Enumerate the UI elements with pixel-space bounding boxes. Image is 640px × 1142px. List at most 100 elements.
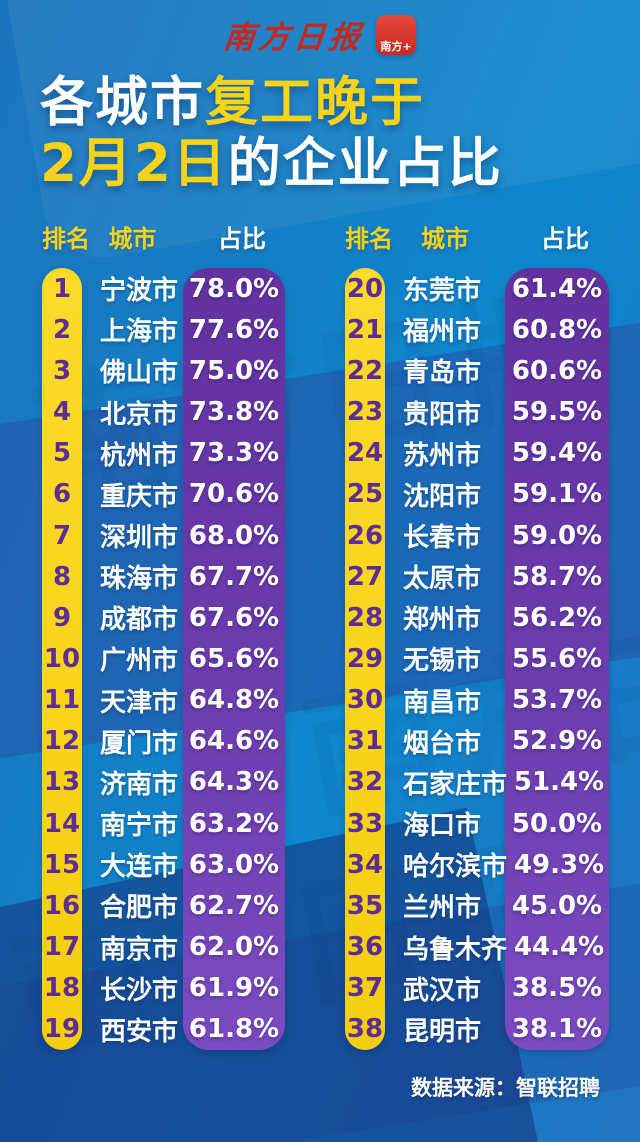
share-cell: 44.4% <box>513 932 605 963</box>
share-cell: 59.4% <box>511 438 603 469</box>
page-title: 各城市复工晚于 2月2日的企业占比 <box>40 72 503 195</box>
rank-cell: 23 <box>346 397 384 428</box>
city-cell: 石家庄市 <box>403 769 508 800</box>
table-row: 23 贵阳市 59.5% <box>345 391 609 432</box>
city-cell: 宁波市 <box>100 276 179 307</box>
city-cell: 大连市 <box>100 852 179 883</box>
rank-cell: 32 <box>346 767 384 798</box>
table-row: 21 福州市 60.8% <box>345 309 609 350</box>
city-cell: 海口市 <box>403 811 482 842</box>
title-yellow-1: 复工晚于 <box>205 72 425 133</box>
share-cell: 63.0% <box>188 849 280 880</box>
city-cell: 昆明市 <box>403 1016 482 1047</box>
table-row: 16 合肥市 62.7% <box>42 885 285 926</box>
table-header-right: 排名 城市 占比 <box>345 218 609 254</box>
rank-cell: 7 <box>52 520 72 551</box>
rank-cell: 22 <box>346 355 384 386</box>
title-white-1: 各城市 <box>40 72 205 133</box>
rank-cell: 37 <box>346 973 384 1004</box>
table-row: 12 厦门市 64.6% <box>42 721 285 762</box>
share-cell: 45.0% <box>511 890 603 921</box>
share-cell: 78.0% <box>188 273 280 304</box>
table-row: 29 无锡市 55.6% <box>345 638 609 679</box>
rank-cell: 24 <box>346 438 384 469</box>
city-cell: 南京市 <box>100 934 179 965</box>
city-cell: 南宁市 <box>100 811 179 842</box>
header-city: 城市 <box>421 224 469 253</box>
rank-cell: 20 <box>346 273 384 304</box>
share-cell: 70.6% <box>188 479 280 510</box>
share-cell: 64.8% <box>188 685 280 716</box>
city-cell: 哈尔滨市 <box>403 852 508 883</box>
share-cell: 56.2% <box>511 602 603 633</box>
header-rank: 排名 <box>345 224 393 253</box>
share-cell: 68.0% <box>188 520 280 551</box>
rank-cell: 33 <box>346 808 384 839</box>
city-cell: 沈阳市 <box>403 481 482 512</box>
table-row: 32 石家庄市 51.4% <box>345 762 609 803</box>
share-cell: 38.1% <box>511 1014 603 1045</box>
share-cell: 62.7% <box>188 890 280 921</box>
share-cell: 55.6% <box>511 643 603 674</box>
brand-logo-text: 南方日报 <box>221 20 366 56</box>
city-cell: 杭州市 <box>100 440 179 471</box>
rank-cell: 5 <box>52 438 72 469</box>
rank-cell: 17 <box>43 932 81 963</box>
table-row: 17 南京市 62.0% <box>42 927 285 968</box>
city-cell: 武汉市 <box>403 975 482 1006</box>
city-cell: 西安市 <box>100 1016 179 1047</box>
table-row: 20 东莞市 61.4% <box>345 268 609 309</box>
table-column-right: 20 东莞市 61.4% 21 福州市 60.8% 22 青岛市 60.6% 23 贵阳市 59.5%… <box>345 268 609 1050</box>
rank-cell: 35 <box>346 890 384 921</box>
share-cell: 59.5% <box>511 397 603 428</box>
rank-cell: 12 <box>43 726 81 757</box>
rank-cell: 8 <box>52 561 72 592</box>
share-cell: 51.4% <box>513 767 605 798</box>
header-share: 占比 <box>218 224 266 253</box>
share-cell: 73.3% <box>188 438 280 469</box>
table-row: 26 长春市 59.0% <box>345 515 609 556</box>
table-row: 6 重庆市 70.6% <box>42 474 285 515</box>
table-row: 30 南昌市 53.7% <box>345 680 609 721</box>
rank-cell: 27 <box>346 561 384 592</box>
table-row: 28 郑州市 56.2% <box>345 597 609 638</box>
share-cell: 64.6% <box>188 726 280 757</box>
table-row: 31 烟台市 52.9% <box>345 721 609 762</box>
rank-cell: 13 <box>43 767 81 798</box>
city-cell: 合肥市 <box>100 893 179 924</box>
rank-cell: 34 <box>346 849 384 880</box>
table-row: 25 沈阳市 59.1% <box>345 474 609 515</box>
table-row: 10 广州市 65.6% <box>42 638 285 679</box>
rank-cell: 29 <box>346 643 384 674</box>
rank-cell: 11 <box>43 685 81 716</box>
share-cell: 49.3% <box>513 849 605 880</box>
table-row: 5 杭州市 73.3% <box>42 433 285 474</box>
header-rank: 排名 <box>42 224 90 253</box>
header-city: 城市 <box>108 224 157 253</box>
rank-cell: 16 <box>43 890 81 921</box>
rank-cell: 10 <box>43 643 81 674</box>
city-cell: 北京市 <box>100 399 179 430</box>
city-cell: 福州市 <box>403 317 482 348</box>
title-white-2: 的企业占比 <box>227 133 503 195</box>
share-cell: 63.2% <box>188 808 280 839</box>
rank-cell: 18 <box>43 973 81 1004</box>
table-row: 9 成都市 67.6% <box>42 597 285 638</box>
city-cell: 烟台市 <box>403 728 482 759</box>
table-row: 3 佛山市 75.0% <box>42 350 285 391</box>
city-cell: 天津市 <box>100 687 179 718</box>
data-source-note: 数据来源：智联招聘 <box>411 1076 600 1100</box>
city-cell: 广州市 <box>100 646 179 677</box>
share-cell: 75.0% <box>188 355 280 386</box>
share-cell: 60.8% <box>511 314 603 345</box>
rank-cell: 1 <box>52 273 72 304</box>
masthead: 南方日报 南方+ <box>0 12 640 57</box>
app-icon-label: 南方+ <box>380 39 412 53</box>
city-cell: 长春市 <box>403 523 482 554</box>
share-cell: 67.6% <box>188 602 280 633</box>
title-line-1: 各城市复工晚于 <box>40 72 503 133</box>
city-cell: 上海市 <box>100 317 179 348</box>
table-row: 1 宁波市 78.0% <box>42 268 285 309</box>
title-line-2: 2月2日的企业占比 <box>40 133 503 194</box>
